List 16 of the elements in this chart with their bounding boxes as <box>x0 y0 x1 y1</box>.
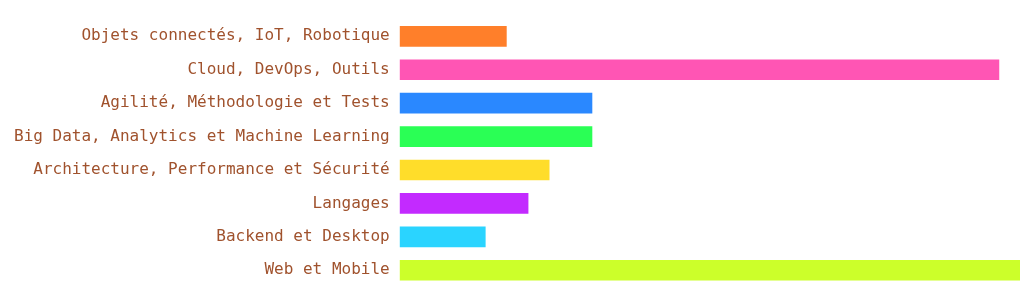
bar <box>399 193 529 214</box>
y-tick-label: Web et Mobile <box>264 259 390 279</box>
bar <box>399 92 593 114</box>
y-tick-label: Objets connectés, IoT, Robotique <box>81 25 390 45</box>
bar <box>399 126 593 147</box>
y-tick-label: Cloud, DevOps, Outils <box>187 58 390 78</box>
bar <box>399 259 1020 281</box>
y-tick-label: Big Data, Analytics et Machine Learning <box>13 125 390 145</box>
y-tick-label: Architecture, Performance et Sécurité <box>33 159 390 179</box>
bar <box>399 59 1000 81</box>
bar <box>399 159 550 181</box>
bar <box>399 25 507 47</box>
y-tick-label: Agilité, Méthodologie et Tests <box>100 92 390 112</box>
bar <box>399 226 486 248</box>
y-tick-label: Langages <box>312 192 390 212</box>
y-tick-label: Backend et Desktop <box>216 226 390 246</box>
